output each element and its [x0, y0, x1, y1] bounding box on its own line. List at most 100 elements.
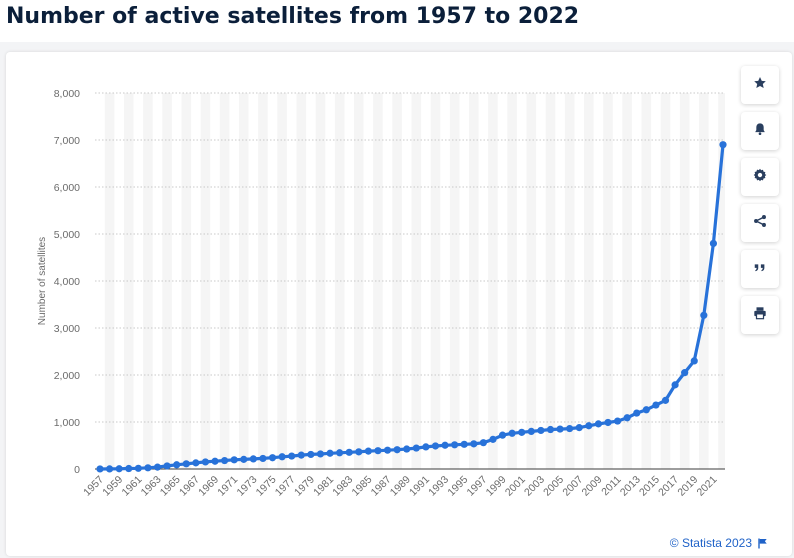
x-tick-label: 1967: [177, 474, 202, 499]
settings-button[interactable]: [741, 158, 779, 196]
data-point: [470, 440, 478, 448]
x-tick-label: 1961: [119, 474, 144, 499]
x-tick-label: 1997: [465, 474, 490, 499]
background-band: [258, 93, 268, 469]
data-point: [498, 431, 507, 439]
quote-icon: [753, 260, 767, 279]
background-band: [526, 93, 537, 469]
data-point: [316, 450, 325, 458]
y-tick-label: 0: [74, 464, 80, 476]
data-point: [259, 454, 267, 463]
data-point: [240, 455, 248, 463]
background-band: [488, 93, 498, 469]
data-point: [230, 456, 238, 464]
x-tick-label: 2009: [580, 474, 605, 499]
data-point: [671, 381, 679, 389]
data-point: [288, 452, 296, 460]
data-point: [221, 456, 229, 465]
background-band: [277, 93, 287, 469]
background-band: [679, 93, 690, 469]
x-tick-label: 1981: [311, 474, 336, 499]
background-band: [564, 93, 575, 469]
gear-icon: [753, 168, 767, 187]
background-band: [641, 93, 652, 469]
credit-label[interactable]: © Statista 2023: [669, 536, 752, 550]
x-tick-label: 2007: [560, 474, 585, 499]
background-band: [123, 93, 134, 469]
chart-toolbar: [741, 66, 779, 342]
x-tick-label: 1973: [234, 474, 259, 499]
share-button[interactable]: [741, 204, 779, 242]
share-icon: [753, 214, 767, 233]
flag-icon[interactable]: [758, 538, 768, 549]
background-band: [660, 93, 671, 469]
star-icon: [753, 76, 767, 95]
data-point: [527, 427, 535, 435]
data-point: [537, 426, 545, 435]
data-point: [566, 424, 574, 433]
data-point: [690, 357, 698, 365]
y-tick-label: 5,000: [54, 229, 80, 241]
y-tick-label: 4,000: [54, 276, 80, 288]
x-tick-label: 1959: [100, 474, 125, 499]
data-point: [633, 409, 641, 417]
data-point: [585, 422, 593, 430]
x-tick-label: 2015: [637, 474, 662, 499]
data-point: [441, 441, 449, 449]
data-point: [163, 462, 171, 470]
data-point: [153, 463, 162, 471]
y-tick-label: 6,000: [54, 182, 80, 194]
background-band: [699, 93, 709, 469]
y-axis-tick-labels: 0 1,000 2,000 3,000 4,000 5,000 6,000 7,000 8,00…: [54, 88, 80, 476]
data-point: [719, 141, 727, 149]
data-point: [211, 457, 219, 465]
data-point: [268, 454, 277, 462]
statista-credit[interactable]: © Statista 2023: [670, 536, 768, 550]
x-tick-label: 1989: [388, 474, 413, 499]
cite-button[interactable]: [741, 250, 779, 288]
x-tick-label: 2005: [541, 474, 566, 499]
data-point: [575, 424, 583, 432]
data-point: [451, 441, 459, 449]
chart-gridlines: [95, 92, 725, 423]
x-tick-label: 2017: [656, 474, 681, 499]
data-point: [374, 447, 382, 455]
data-point: [460, 440, 468, 448]
data-point: [201, 458, 210, 466]
background-band: [373, 93, 383, 469]
x-tick-label: 1999: [484, 474, 509, 499]
x-tick-label: 1979: [292, 474, 317, 499]
data-point: [173, 461, 181, 469]
data-point: [307, 450, 315, 459]
x-tick-label: 1991: [407, 474, 432, 499]
notification-button[interactable]: [741, 112, 779, 150]
background-band: [411, 93, 422, 469]
data-point: [96, 465, 104, 473]
data-point: [115, 465, 123, 473]
x-tick-label: 2011: [599, 474, 624, 499]
background-band: [238, 93, 249, 469]
data-point: [105, 465, 114, 473]
y-axis-label: Number of satellites: [37, 237, 48, 325]
y-tick-label: 1,000: [54, 417, 80, 429]
x-tick-label: 1995: [445, 474, 470, 499]
data-point: [393, 446, 401, 454]
data-point: [431, 442, 440, 450]
bookmark-button[interactable]: [741, 66, 779, 104]
x-tick-label: 1971: [215, 474, 240, 499]
data-point: [623, 414, 631, 422]
data-point: [546, 425, 555, 434]
x-tick-label: 1977: [273, 474, 298, 499]
data-point: [422, 443, 430, 451]
data-point: [652, 401, 660, 409]
background-band: [162, 93, 172, 469]
print-button[interactable]: [741, 296, 779, 334]
page-title: Number of active satellites from 1957 to…: [6, 4, 580, 29]
x-tick-label: 1963: [139, 474, 164, 499]
x-tick-label: 2021: [695, 474, 720, 499]
data-point: [355, 448, 363, 456]
data-points: [96, 141, 727, 473]
x-axis-tick-labels: 1957195919611963196519671969197119731975…: [81, 474, 720, 499]
data-point: [681, 369, 689, 377]
